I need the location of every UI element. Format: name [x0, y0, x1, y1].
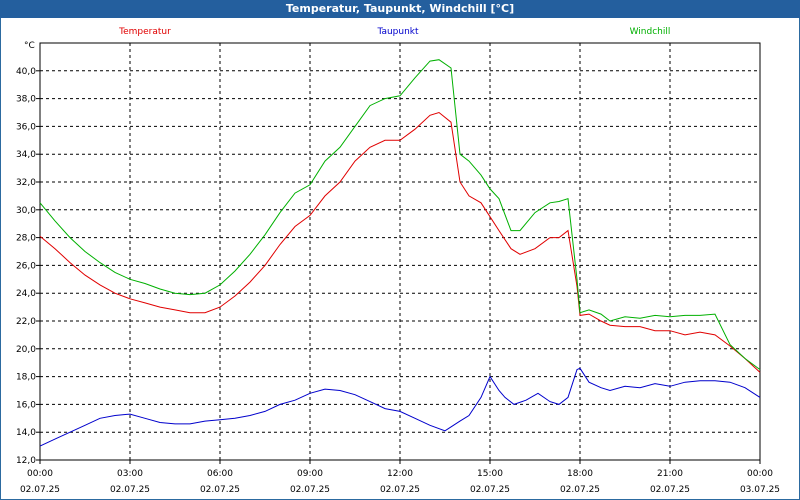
x-tick-time: 12:00 — [387, 469, 413, 479]
x-tick-time: 09:00 — [297, 469, 323, 479]
x-tick-date: 02.07.25 — [650, 485, 690, 495]
x-tick-time: 00:00 — [27, 469, 53, 479]
y-tick-label: 40,0 — [16, 67, 36, 77]
x-tick-date: 02.07.25 — [560, 485, 600, 495]
y-tick-label: 32,0 — [16, 178, 36, 188]
x-tick-time: 03:00 — [117, 469, 143, 479]
x-tick-date: 02.07.25 — [470, 485, 510, 495]
series-lines — [39, 59, 761, 447]
y-tick-label: 22,0 — [16, 317, 36, 327]
plot-area — [39, 42, 761, 461]
x-tick-date: 03.07.25 — [740, 485, 780, 495]
y-axis-unit: °C — [24, 41, 35, 51]
x-tick-date: 02.07.25 — [290, 485, 330, 495]
y-tick-label: 24,0 — [16, 289, 36, 299]
y-tick-label: 18,0 — [16, 373, 36, 383]
y-tick-label: 14,0 — [16, 428, 36, 438]
legend-windchill: Windchill — [630, 27, 671, 37]
legend-temperatur: Temperatur — [118, 27, 171, 37]
series-line-taupunkt — [39, 367, 761, 447]
y-tick-label: 30,0 — [16, 206, 36, 216]
x-tick-date: 02.07.25 — [20, 485, 60, 495]
x-tick-date: 02.07.25 — [200, 485, 240, 495]
y-tick-label: 34,0 — [16, 150, 36, 160]
x-tick-time: 00:00 — [747, 469, 773, 479]
y-axis-ticks: 12,0 14,0 16,0 18,0 20,0 22,0 24,0 26,0 28,0 30,0… — [16, 67, 40, 466]
chart-title: Temperatur, Taupunkt, Windchill [°C] — [0, 0, 800, 18]
y-tick-label: 28,0 — [16, 234, 36, 244]
y-tick-label: 26,0 — [16, 261, 36, 271]
x-axis-ticks: 00:00 02.07.25 03:00 02.07.25 06:00 02.07.25 0… — [20, 460, 780, 495]
y-tick-label: 38,0 — [16, 95, 36, 105]
x-tick-time: 18:00 — [567, 469, 593, 479]
y-tick-label: 20,0 — [16, 345, 36, 355]
grid-lines — [39, 43, 761, 461]
x-tick-time: 21:00 — [657, 469, 683, 479]
y-tick-label: 12,0 — [16, 456, 36, 466]
legend-taupunkt: Taupunkt — [376, 27, 419, 37]
y-tick-label: 36,0 — [16, 122, 36, 132]
x-tick-time: 06:00 — [207, 469, 233, 479]
series-line-temperatur — [39, 111, 761, 373]
x-tick-date: 02.07.25 — [110, 485, 150, 495]
x-tick-date: 02.07.25 — [380, 485, 420, 495]
y-tick-label: 16,0 — [16, 400, 36, 410]
x-tick-time: 15:00 — [477, 469, 503, 479]
series-line-windchill — [39, 59, 761, 371]
